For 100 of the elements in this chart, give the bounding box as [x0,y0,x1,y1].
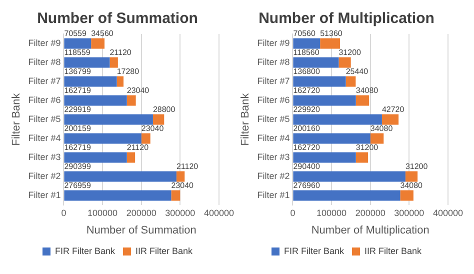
bar [126,95,136,106]
data-label: 70559 [64,28,88,38]
y-tick-label: Filter #7 [28,76,61,86]
bar [338,57,351,68]
y-tick-label: Filter #7 [257,76,290,86]
data-label: 31200 [356,142,379,152]
y-tick-label: Filter #2 [28,170,61,181]
bar [64,95,127,106]
data-label: 290399 [64,162,92,171]
data-label: 162720 [293,86,320,95]
legend-label: IIR Filter Bank [136,246,194,256]
data-label: 34560 [91,28,114,38]
data-label: 162719 [64,86,92,95]
data-label: 23040 [126,86,150,95]
data-label: 136799 [64,66,92,76]
bar [171,190,180,201]
bar [293,114,382,125]
data-label: 200159 [64,124,92,133]
y-tick-label: Filter #4 [257,132,290,143]
x-tick-label: 100000 [88,208,118,218]
y-tick-label: Filter #9 [257,38,290,48]
bar [293,190,400,201]
x-tick-label: 200000 [126,208,156,218]
bar [346,76,356,87]
bar [110,57,118,68]
data-label: 23040 [171,180,194,190]
y-tick-label: Filter #9 [28,38,61,48]
data-label: 136800 [293,66,320,76]
y-tick-label: Filter #5 [28,114,61,124]
y-tick-label: Filter #8 [28,56,61,67]
bar [64,133,142,144]
bar [64,152,127,163]
data-label: 200160 [293,124,320,133]
y-tick-label: Filter #6 [257,94,290,105]
y-tick-label: Filter #3 [28,152,61,162]
x-axis-title: Number of Multiplication [311,224,430,236]
bar [64,171,176,182]
data-label: 70560 [293,28,316,38]
data-label: 229920 [293,104,320,114]
bar [400,190,414,201]
data-label: 42720 [382,104,405,114]
data-label: 51360 [320,28,343,38]
y-tick-label: Filter #1 [257,190,290,200]
y-tick-label: Filter #6 [28,94,61,105]
bar [126,152,136,163]
legend-label: FIR Filter Bank [284,246,344,256]
y-tick-label: Filter #3 [257,152,290,162]
x-tick-label: 0 [290,208,296,218]
x-tick-label: 100000 [316,208,347,218]
x-tick-label: 200000 [355,208,386,218]
bar [141,133,150,144]
bar [370,133,384,144]
data-label: 31200 [405,162,428,171]
bar [64,114,153,125]
data-label: 276959 [64,180,92,190]
data-label: 34080 [400,180,424,190]
data-label: 23040 [141,124,164,133]
chart-title: Number of Multiplication [258,10,434,28]
data-label: 162720 [293,142,320,152]
data-label: 118559 [64,48,91,57]
bar [356,152,368,163]
bar [293,38,320,49]
data-label: 290400 [293,162,320,171]
bar [64,76,117,87]
data-label: 31200 [338,48,362,57]
data-label: 17280 [116,66,140,76]
y-axis-title: Filter Bank [10,92,23,146]
bar [152,114,164,125]
bar [293,133,370,144]
bar [293,57,339,68]
data-label: 21120 [126,142,150,152]
data-label: 28800 [152,104,176,114]
bar [91,38,105,49]
data-label: 21120 [176,162,199,171]
bar [293,171,406,182]
y-tick-label: Filter #4 [28,132,61,143]
y-axis-title: Filter Bank [240,92,252,146]
data-label: 25440 [346,66,369,76]
data-label: 21120 [110,48,132,57]
bar [320,38,340,49]
bar [382,114,399,125]
data-label: 34080 [370,124,394,133]
y-tick-label: Filter #5 [257,114,290,124]
bar [64,38,92,49]
bar [293,76,346,87]
x-tick-label: 300000 [394,208,424,218]
data-label: 162719 [64,142,92,152]
x-tick-label: 300000 [165,208,196,218]
chart-title: Number of Summation [37,10,198,28]
data-label: 34080 [356,86,379,95]
x-tick-label: 400000 [432,208,464,218]
bar [176,171,185,182]
bar [405,171,418,182]
x-tick-label: 400000 [204,208,234,218]
bar [116,76,124,87]
legend-label: IIR Filter Bank [364,246,422,256]
y-tick-label: Filter #8 [257,56,290,67]
x-axis-title: Number of Summation [86,224,196,236]
y-tick-label: Filter #2 [257,170,290,181]
data-label: 276960 [293,180,320,190]
